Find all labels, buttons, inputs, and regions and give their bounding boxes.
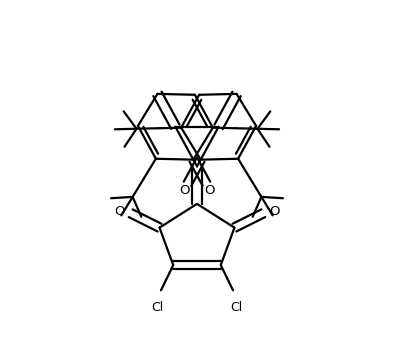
Text: O: O bbox=[269, 205, 280, 218]
Text: O: O bbox=[179, 184, 190, 197]
Text: O: O bbox=[114, 205, 125, 218]
Text: Cl: Cl bbox=[151, 301, 164, 314]
Text: O: O bbox=[204, 184, 215, 197]
Text: Cl: Cl bbox=[230, 301, 243, 314]
